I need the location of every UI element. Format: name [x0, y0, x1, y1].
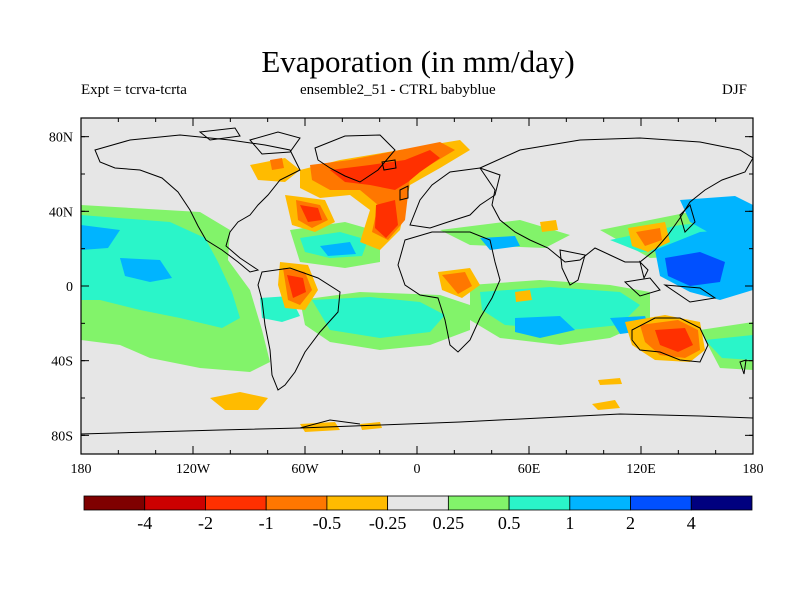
colorbar-label: -0.5 — [313, 513, 342, 533]
colorbar-label: 0.5 — [498, 513, 521, 533]
x-tick-label: 120E — [626, 462, 656, 477]
colorbar-label: 4 — [687, 513, 696, 533]
colorbar-swatch — [508, 495, 571, 511]
map-title: Evaporation (in mm/day) — [261, 44, 575, 79]
x-tick-label: 60W — [291, 462, 319, 477]
colorbar-label: 0.25 — [433, 513, 465, 533]
coastlines — [80, 127, 754, 435]
colorbar-label: 1 — [565, 513, 574, 533]
colorbar-swatch — [387, 495, 449, 511]
x-tick-label: 120W — [176, 462, 211, 477]
y-tick-label: 0 — [66, 280, 73, 295]
colorbar: -4 -2 -1 -0.5 -0.25 0.25 0.5 1 2 4 — [83, 495, 753, 533]
x-axis: 180 120W 60W 0 60E 120E 180 — [71, 118, 764, 477]
x-tick-label: 0 — [414, 462, 421, 477]
colorbar-label: -4 — [137, 513, 152, 533]
colorbar-label: -0.25 — [369, 513, 407, 533]
colorbar-swatch — [447, 495, 510, 511]
colorbar-swatch — [630, 495, 692, 511]
colorbar-swatch — [265, 495, 328, 511]
colorbar-label: 2 — [626, 513, 635, 533]
ensemble-label: ensemble2_51 - CTRL babyblue — [300, 82, 496, 98]
y-tick-label: 80S — [51, 429, 73, 444]
y-axis: 80N 40N 0 40S 80S — [49, 131, 753, 444]
colorbar-label: -2 — [198, 513, 213, 533]
colorbar-swatch — [690, 495, 753, 511]
x-tick-label: 60E — [518, 462, 541, 477]
colorbar-swatch — [326, 495, 389, 511]
colorbar-swatch — [144, 495, 206, 511]
y-tick-label: 40S — [51, 355, 73, 370]
colorbar-swatch — [569, 495, 631, 511]
y-tick-label: 40N — [49, 205, 73, 220]
colorbar-label: -1 — [259, 513, 274, 533]
x-tick-label: 180 — [71, 462, 92, 477]
anomaly-fill-layer — [81, 140, 753, 432]
season-label: DJF — [722, 82, 748, 98]
x-tick-label: 180 — [743, 462, 764, 477]
experiment-label: Expt = tcrva-tcrta — [81, 82, 187, 98]
colorbar-swatch — [83, 495, 146, 511]
colorbar-swatch — [205, 495, 267, 511]
y-tick-label: 80N — [49, 131, 73, 146]
